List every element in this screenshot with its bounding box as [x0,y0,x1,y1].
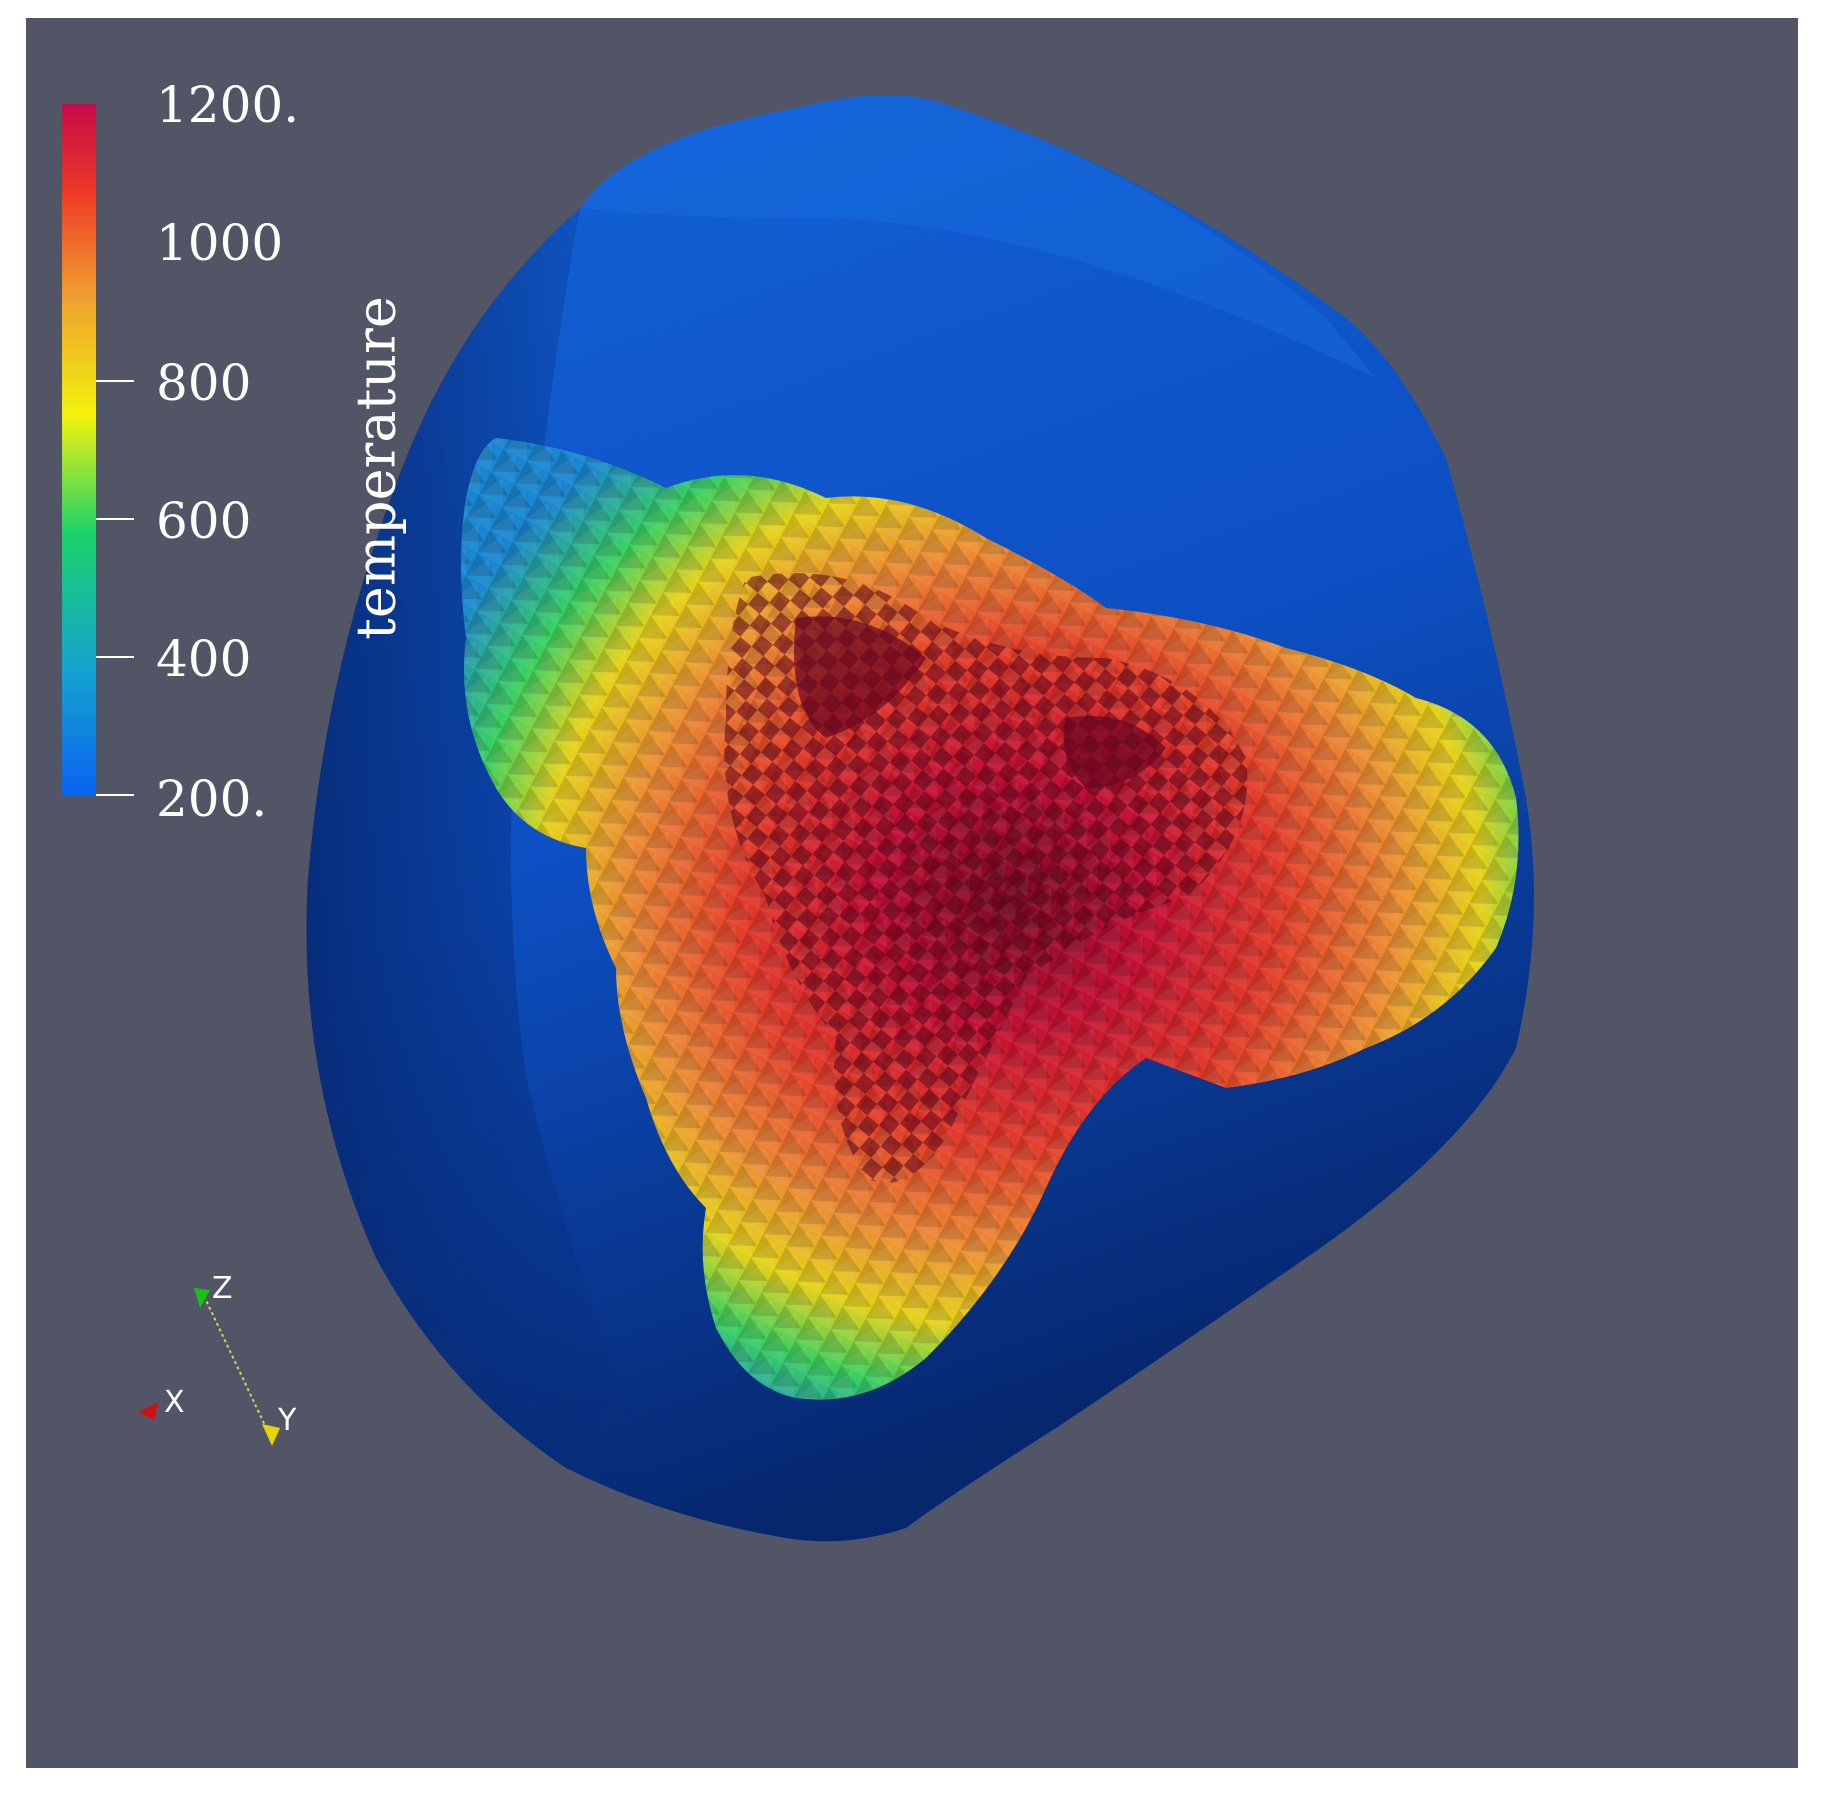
colorbar-tick-label: 800 [156,354,252,412]
y-axis-arrow-icon [262,1424,280,1446]
colorbar-title: temperature [344,296,408,640]
x-axis-arrow-icon [138,1402,158,1420]
colorbar-tick [96,794,134,796]
colorbar-tick [96,656,134,658]
z-axis-label: Z [212,1271,233,1306]
colorbar-tick-label: 1000 [156,214,284,272]
colorbar-tick-label: 600 [156,492,252,550]
x-axis-label: X [164,1385,185,1420]
y-axis-label: Y [278,1403,297,1438]
colorbar-tick [96,518,134,520]
temperature-render [62,95,1534,1542]
colorbar-tick-label: 1200. [156,76,300,134]
colorbar-gradient [62,104,96,796]
colorbar-tick [96,380,134,382]
colorbar-tick-label: 200. [156,770,268,828]
orientation-axes [138,1288,280,1446]
z-axis-arrow-icon [194,1288,210,1308]
render-viewport[interactable]: 1200. 1000 800 600 400 200. temperature … [26,18,1798,1768]
colorbar-tick-label: 400 [156,630,252,688]
